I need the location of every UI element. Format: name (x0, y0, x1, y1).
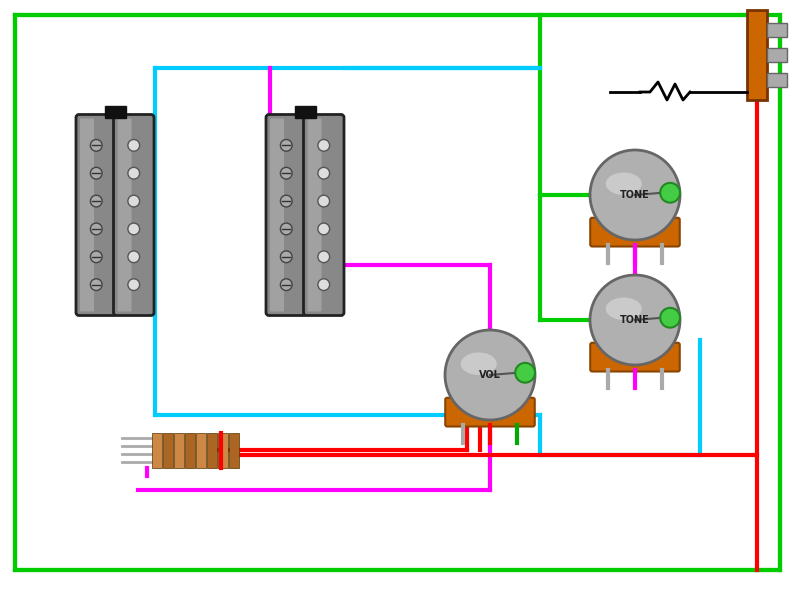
Circle shape (280, 195, 292, 207)
FancyBboxPatch shape (590, 218, 680, 247)
Bar (206, 432, 217, 467)
Bar (185, 432, 194, 467)
Circle shape (90, 195, 102, 207)
Bar (217, 432, 228, 467)
Bar (105, 106, 125, 117)
FancyBboxPatch shape (113, 114, 154, 316)
FancyBboxPatch shape (117, 119, 132, 311)
Circle shape (515, 363, 535, 383)
Circle shape (90, 223, 102, 235)
Ellipse shape (606, 298, 642, 320)
Circle shape (445, 330, 535, 420)
Circle shape (280, 279, 292, 291)
Bar (229, 432, 238, 467)
Circle shape (128, 140, 140, 151)
Bar (767, 73, 787, 87)
FancyBboxPatch shape (445, 398, 535, 426)
Circle shape (660, 308, 680, 328)
Circle shape (128, 167, 140, 179)
Circle shape (90, 167, 102, 179)
Bar (295, 106, 316, 117)
FancyBboxPatch shape (76, 114, 117, 316)
Circle shape (90, 251, 102, 262)
Ellipse shape (461, 352, 497, 375)
Circle shape (128, 279, 140, 291)
Circle shape (280, 251, 292, 262)
Circle shape (590, 275, 680, 365)
Bar (173, 432, 184, 467)
Bar (767, 23, 787, 37)
Circle shape (660, 183, 680, 202)
Circle shape (128, 251, 140, 262)
Bar (196, 432, 205, 467)
Circle shape (318, 223, 330, 235)
Circle shape (318, 140, 330, 151)
Circle shape (318, 167, 330, 179)
FancyBboxPatch shape (270, 119, 284, 311)
FancyBboxPatch shape (266, 114, 307, 316)
FancyBboxPatch shape (590, 343, 680, 371)
Circle shape (318, 279, 330, 291)
Circle shape (280, 167, 292, 179)
Circle shape (590, 150, 680, 240)
Bar (152, 432, 161, 467)
FancyBboxPatch shape (308, 119, 321, 311)
Text: VOL: VOL (479, 370, 501, 380)
Circle shape (128, 195, 140, 207)
Circle shape (318, 195, 330, 207)
Bar (162, 432, 173, 467)
Circle shape (90, 279, 102, 291)
FancyBboxPatch shape (80, 119, 94, 311)
Circle shape (90, 140, 102, 151)
Circle shape (280, 140, 292, 151)
Circle shape (280, 223, 292, 235)
Ellipse shape (606, 173, 642, 195)
Text: TONE: TONE (620, 190, 650, 200)
Bar (767, 48, 787, 62)
Circle shape (128, 223, 140, 235)
Text: TONE: TONE (620, 315, 650, 325)
FancyBboxPatch shape (304, 114, 344, 316)
Bar (747, 10, 767, 100)
Circle shape (318, 251, 330, 262)
